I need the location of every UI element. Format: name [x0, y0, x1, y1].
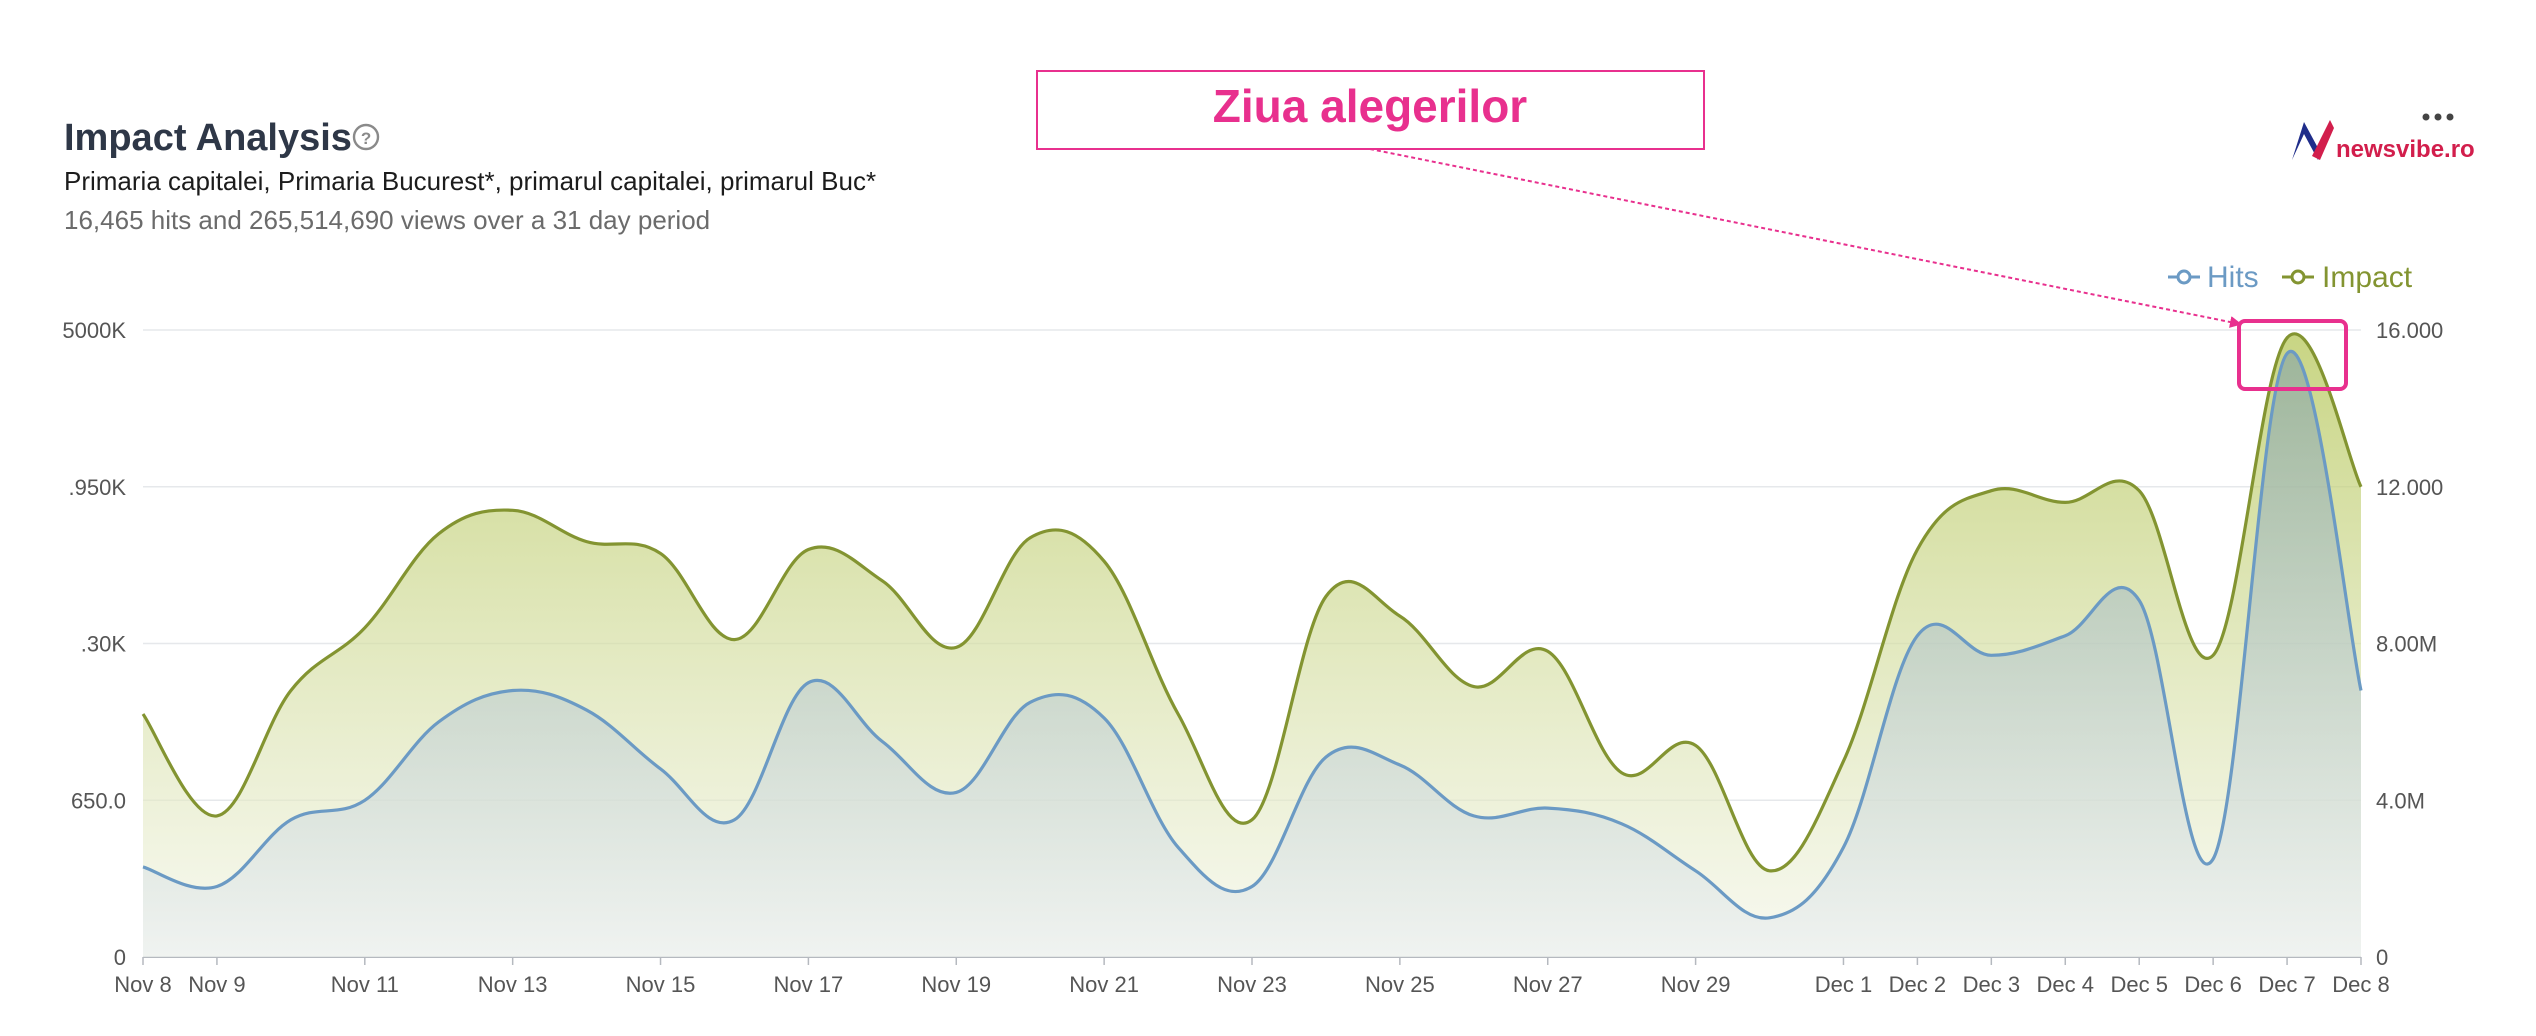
left-axis-tick-label: 0 [114, 945, 126, 970]
left-axis: 0 650.0 .30K .950K 5000K [62, 318, 126, 970]
x-axis-tick-label: Dec 6 [2184, 972, 2241, 997]
x-axis-tick-label: Nov 17 [774, 972, 844, 997]
x-axis-tick-label: Nov 27 [1513, 972, 1583, 997]
annotation-callout: Ziua alegerilor [1036, 70, 2242, 328]
right-axis-tick-label: 12.000 [2376, 475, 2443, 500]
x-axis: Nov 8 Nov 9 Nov 11 Nov 13 Nov 15 Nov 17 Nov 19… [114, 957, 2390, 997]
chart-summary: 16,465 hits and 265,514,690 views over a… [64, 205, 710, 235]
question-circle-icon[interactable]: ? [352, 123, 380, 151]
legend-item-impact[interactable]: Impact [2282, 261, 2413, 294]
x-axis-tick-label: Nov 23 [1217, 972, 1287, 997]
x-axis-tick-label: Nov 8 [114, 972, 171, 997]
right-axis-tick-label: 16.000 [2376, 318, 2443, 343]
x-axis-tick-label: Nov 21 [1069, 972, 1139, 997]
x-axis-tick-label: Dec 1 [1815, 972, 1872, 997]
legend-label-impact: Impact [2322, 261, 2413, 294]
x-axis-tick-label: Nov 11 [331, 972, 399, 997]
brand-logo: newsvibe.ro [2292, 120, 2475, 163]
x-axis-tick-label: Dec 8 [2332, 972, 2389, 997]
annotation-label: Ziua alegerilor [1213, 80, 1528, 132]
series-line-impact[interactable] [141, 332, 2363, 873]
x-axis-tick-label: Dec 7 [2258, 972, 2315, 997]
left-axis-tick-label: 650.0 [71, 788, 126, 813]
legend-item-hits[interactable]: Hits [2168, 261, 2259, 294]
x-axis-tick-label: Nov 25 [1365, 972, 1435, 997]
x-axis-tick-label: Dec 5 [2110, 972, 2167, 997]
series-lines [141, 332, 2363, 920]
legend-label-hits: Hits [2207, 261, 2259, 294]
series-area-impact [143, 333, 2361, 958]
left-axis-tick-label: .950K [69, 475, 127, 500]
right-axis: 0 4.0M 8.00M 12.000 16.000 [2376, 318, 2443, 970]
page-title: Impact Analysis [64, 117, 352, 159]
x-axis-tick-label: Dec 3 [1963, 972, 2020, 997]
series-area-hits [143, 351, 2361, 957]
chart-subtitle: Primaria capitalei, Primaria Bucurest*, … [64, 166, 876, 196]
right-axis-tick-label: 0 [2376, 945, 2388, 970]
x-axis-tick-label: Nov 9 [188, 972, 245, 997]
x-axis-tick-label: Nov 29 [1661, 972, 1731, 997]
right-axis-tick-label: 8.00M [2376, 632, 2437, 657]
brand-name: newsvibe.ro [2336, 136, 2475, 163]
more-horizontal-icon[interactable] [2422, 113, 2454, 121]
left-axis-tick-label: 5000K [62, 318, 126, 343]
peak-highlight-box [2237, 319, 2348, 391]
x-axis-tick-label: Dec 4 [2037, 972, 2094, 997]
right-axis-tick-label: 4.0M [2376, 788, 2425, 813]
series-areas [143, 333, 2361, 958]
svg-text:?: ? [361, 129, 371, 148]
x-axis-tick-label: Nov 15 [626, 972, 696, 997]
series-line-hits[interactable] [142, 349, 2363, 920]
x-axis-tick-label: Nov 19 [921, 972, 991, 997]
left-axis-tick-label: .30K [81, 632, 127, 657]
x-axis-tick-label: Dec 2 [1889, 972, 1946, 997]
x-axis-tick-label: Nov 13 [478, 972, 548, 997]
chart-legend: Hits Impact [2168, 261, 2413, 294]
